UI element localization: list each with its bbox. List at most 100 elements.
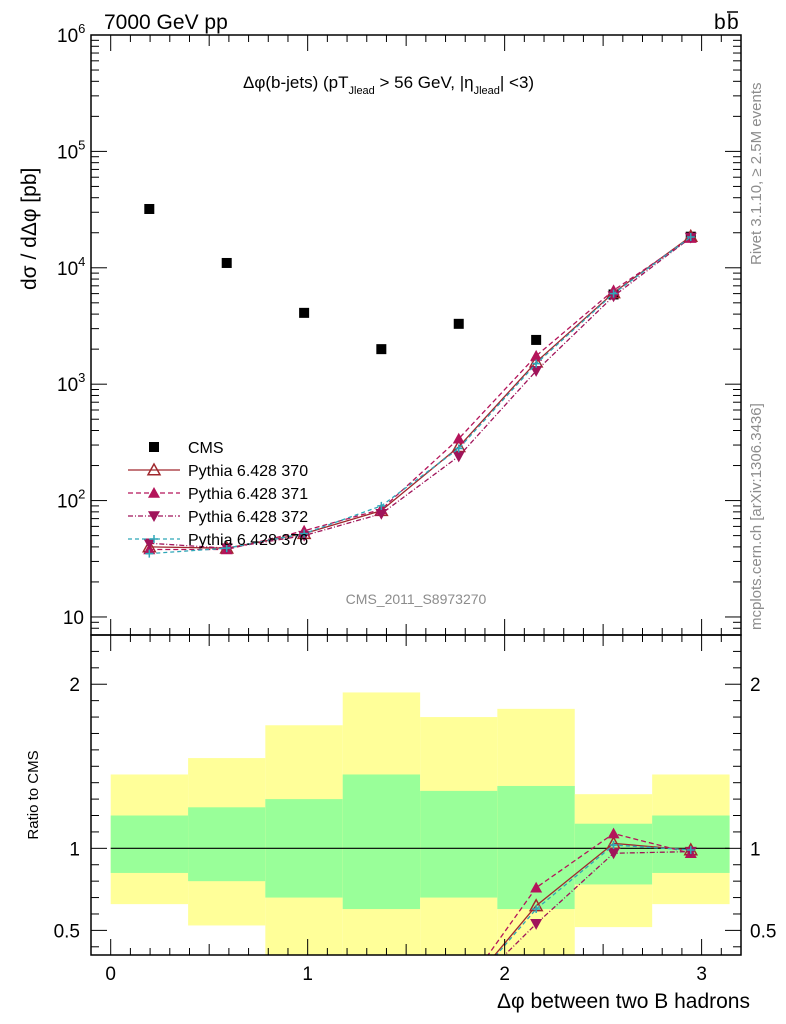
x-tick-label: 3 [696, 964, 707, 985]
ratio-point-p371 [607, 827, 620, 839]
analysis-id-label: CMS_2011_S8973270 [346, 591, 487, 607]
main-y-tick-label-base: 10 [57, 259, 78, 280]
main-y-tick-label: 10 [63, 608, 84, 629]
legend-marker-p376 [150, 535, 158, 543]
mc-point-p376 [686, 232, 695, 241]
plot-title-pre: Δφ(b-jets) (pT [243, 73, 349, 92]
mc-point-p376 [300, 529, 309, 538]
legend: CMS Pythia 6.428 370 Pythia 6.428 371 Pythi… [128, 440, 308, 549]
ratio-line-p376 [495, 844, 691, 955]
header-right-bbar: b [727, 11, 739, 34]
ratio-axes: 0.5 0.5 1 1 2 2 0 1 2 3 [54, 635, 776, 985]
ratio-y-tick-label: 2 [69, 675, 80, 696]
mc-point-p376 [145, 549, 154, 558]
mc-line-p372 [149, 236, 692, 549]
main-y-tick-label: 105 [57, 137, 85, 163]
ratio-band-inner [110, 815, 189, 873]
header-right-label: b b [714, 11, 739, 34]
cms-data-point [299, 307, 310, 318]
main-marks [142, 203, 699, 558]
legend-marker-p372 [148, 511, 160, 522]
ratio-line-p371 [487, 832, 691, 955]
cms-data-point [376, 344, 387, 355]
mc-point-p376 [532, 359, 541, 368]
mc-point-p376 [377, 501, 386, 510]
ratio-band-inner [342, 774, 421, 910]
main-y-tick-label-base: 10 [57, 375, 78, 396]
main-y-tick-label-base: 10 [57, 142, 78, 163]
rivet-version-label: Rivet 3.1.10, ≥ 2.5M events [748, 83, 765, 266]
main-y-tick-label-base: 10 [57, 26, 78, 47]
mc-point-p376 [454, 444, 463, 453]
header-right-b: b [714, 11, 726, 34]
main-y-tick-label-exp: 5 [78, 137, 85, 152]
ratio-y-tick-label-right: 2 [750, 675, 761, 696]
x-tick-label: 0 [105, 964, 116, 985]
mc-point-p376 [222, 544, 231, 553]
ratio-point-p376 [686, 845, 695, 854]
ratio-point-p376 [532, 905, 541, 914]
ratio-frame [90, 634, 742, 956]
main-y-tick-label-exp: 6 [78, 21, 85, 36]
ratio-band-inner [188, 807, 266, 882]
legend-marker-p371 [148, 487, 160, 498]
ratio-band-inner [420, 790, 498, 898]
main-y-axis-label: dσ / dΔφ [pb] [18, 168, 41, 290]
legend-entry-label: CMS [188, 440, 224, 457]
main-y-tick-label-exp: 4 [78, 254, 85, 269]
main-y-tick-label: 104 [57, 254, 85, 280]
main-y-tick-label: 106 [57, 21, 85, 47]
header-left-label: 7000 GeV pp [104, 11, 228, 34]
legend-entry-label: Pythia 6.428 371 [188, 486, 308, 503]
plot-title-sub1: Jlead [349, 85, 375, 97]
main-y-tick-label-base: 10 [57, 492, 78, 513]
ratio-y-tick-label-right: 0.5 [750, 921, 776, 942]
cms-data-point [453, 318, 464, 329]
ratio-y-tick-label: 1 [69, 839, 80, 860]
plot-title-sub2: Jlead [474, 85, 500, 97]
mc-point-p376 [609, 289, 618, 298]
plot-title-post: | <3) [500, 73, 534, 92]
ratio-point-p372 [607, 848, 620, 860]
mc-point-p372 [143, 538, 156, 550]
x-tick-label: 1 [302, 964, 313, 985]
ratio-line-p370 [493, 842, 691, 955]
legend-marker-p370 [146, 462, 162, 476]
plot-title: Δφ(b-jets) (pTJlead > 56 GeV, |ηJlead| <… [243, 73, 534, 97]
ratio-y-tick-label: 0.5 [54, 921, 80, 942]
mc-point-p372 [452, 451, 465, 463]
legend-entry-label: Pythia 6.428 372 [188, 509, 308, 526]
mc-point-p372 [530, 366, 543, 377]
x-axis-label: Δφ between two B hadrons [497, 990, 750, 1013]
ratio-y-tick-label-right: 1 [750, 839, 761, 860]
mc-point-p372 [375, 508, 388, 520]
mcplots-label: mcplots.cern.ch [arXiv:1306.3436] [748, 403, 765, 630]
ratio-line-p372 [503, 850, 691, 955]
ratio-panel: 0.5 0.5 1 1 2 2 0 1 2 3 Ratio to CMS Δφ between t… [25, 634, 776, 1013]
main-y-tick-label-exp: 3 [78, 370, 85, 385]
mc-point-p371 [530, 349, 543, 361]
mc-point-p371 [452, 432, 465, 444]
mc-line-p376 [149, 236, 692, 555]
ratio-series-group [487, 827, 699, 955]
cms-data-point [221, 257, 232, 268]
ratio-point-p371 [530, 881, 543, 893]
ratio-bands [110, 692, 730, 955]
legend-entry-label: Pythia 6.428 370 [188, 463, 308, 480]
ratio-marks [487, 827, 699, 955]
main-y-tick-label: 103 [57, 370, 85, 396]
legend-entry-label: Pythia 6.428 376 [188, 532, 308, 549]
ratio-point-p376 [609, 841, 618, 850]
legend-marker-cms [149, 442, 159, 452]
cms-data-point [144, 203, 155, 214]
main-y-tick-label: 102 [57, 487, 85, 513]
ratio-y-axis-label: Ratio to CMS [25, 750, 42, 839]
main-y-tick-label-exp: 2 [78, 487, 85, 502]
x-tick-label: 2 [499, 964, 510, 985]
ratio-point-p372 [530, 919, 543, 930]
plot-title-mid: > 56 GeV, |η [375, 73, 474, 92]
cms-data-point [531, 334, 542, 345]
